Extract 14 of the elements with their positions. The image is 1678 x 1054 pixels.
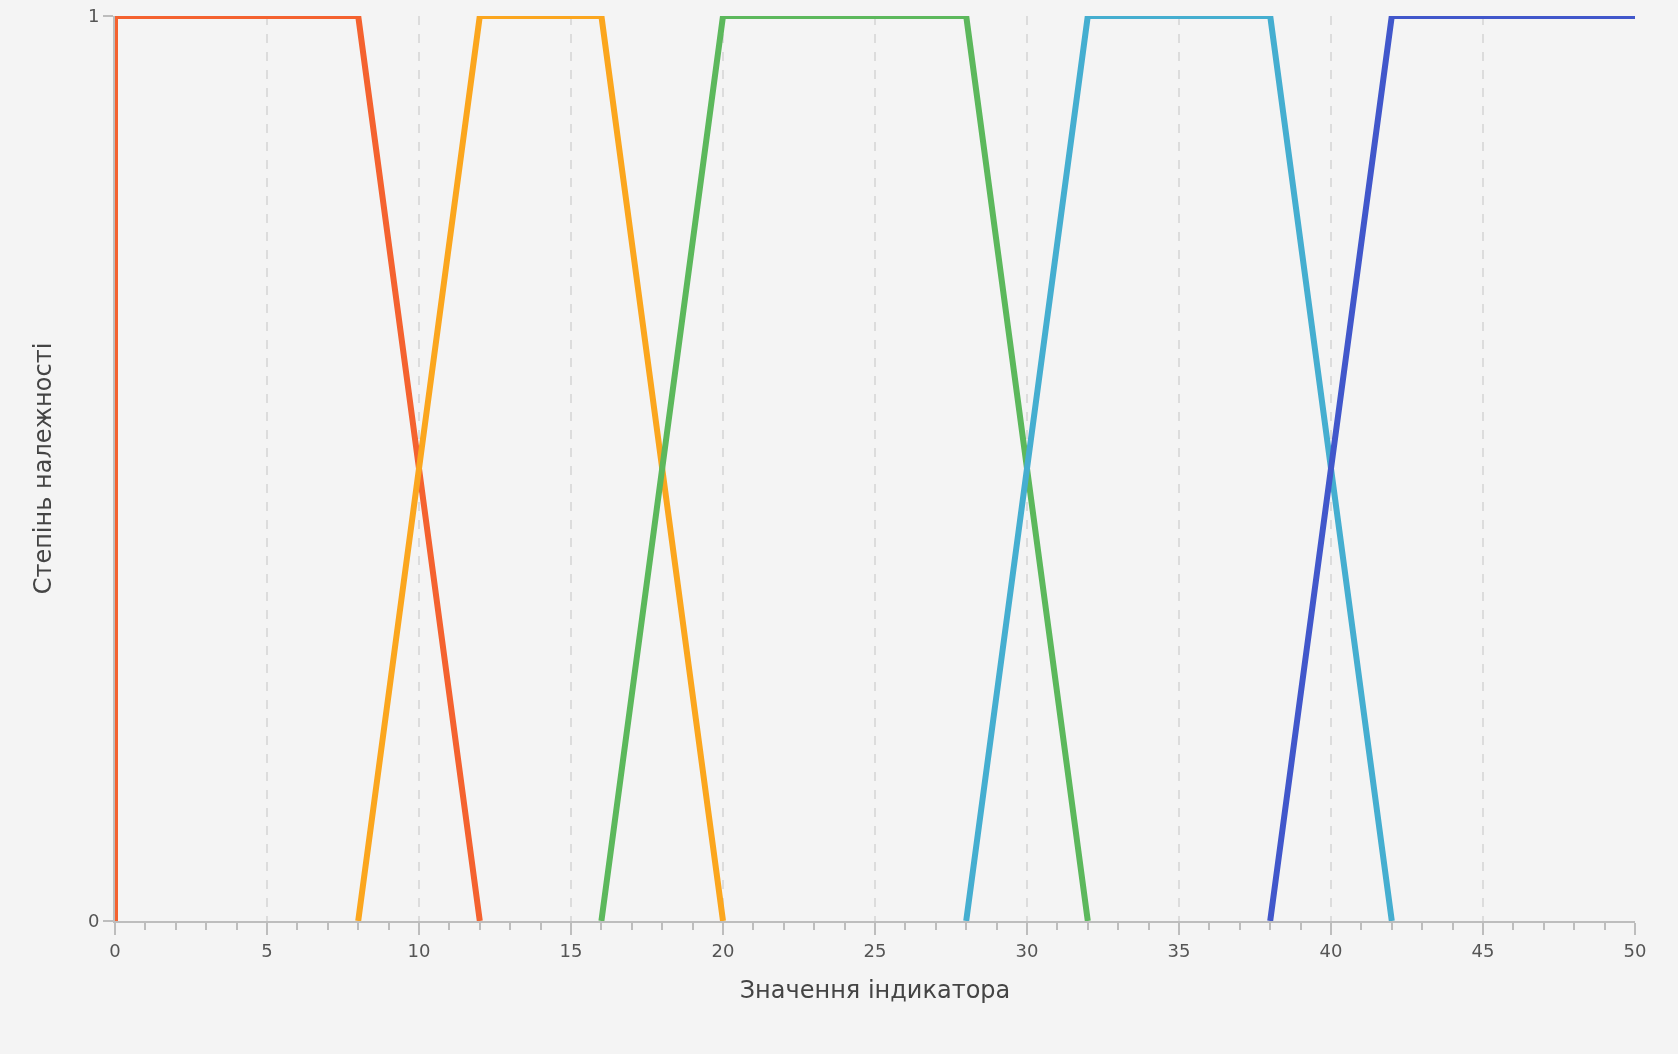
- x-tick-label: 0: [109, 939, 121, 961]
- x-tick-label: 15: [559, 939, 583, 961]
- x-tick-label: 40: [1319, 939, 1343, 961]
- x-axis-title: Значення індикатора: [739, 976, 1011, 1005]
- x-tick-label: 50: [1623, 939, 1647, 961]
- y-axis-title: Степінь належності: [28, 342, 57, 595]
- x-tick-label: 30: [1015, 939, 1039, 961]
- x-tick-label: 10: [407, 939, 431, 961]
- x-tick-label: 45: [1471, 939, 1495, 961]
- y-tick-label: 1: [87, 5, 100, 27]
- x-tick-label: 25: [863, 939, 887, 961]
- x-tick-label: 35: [1167, 939, 1191, 961]
- x-tick-label: 5: [261, 939, 273, 961]
- x-tick-label: 20: [711, 939, 735, 961]
